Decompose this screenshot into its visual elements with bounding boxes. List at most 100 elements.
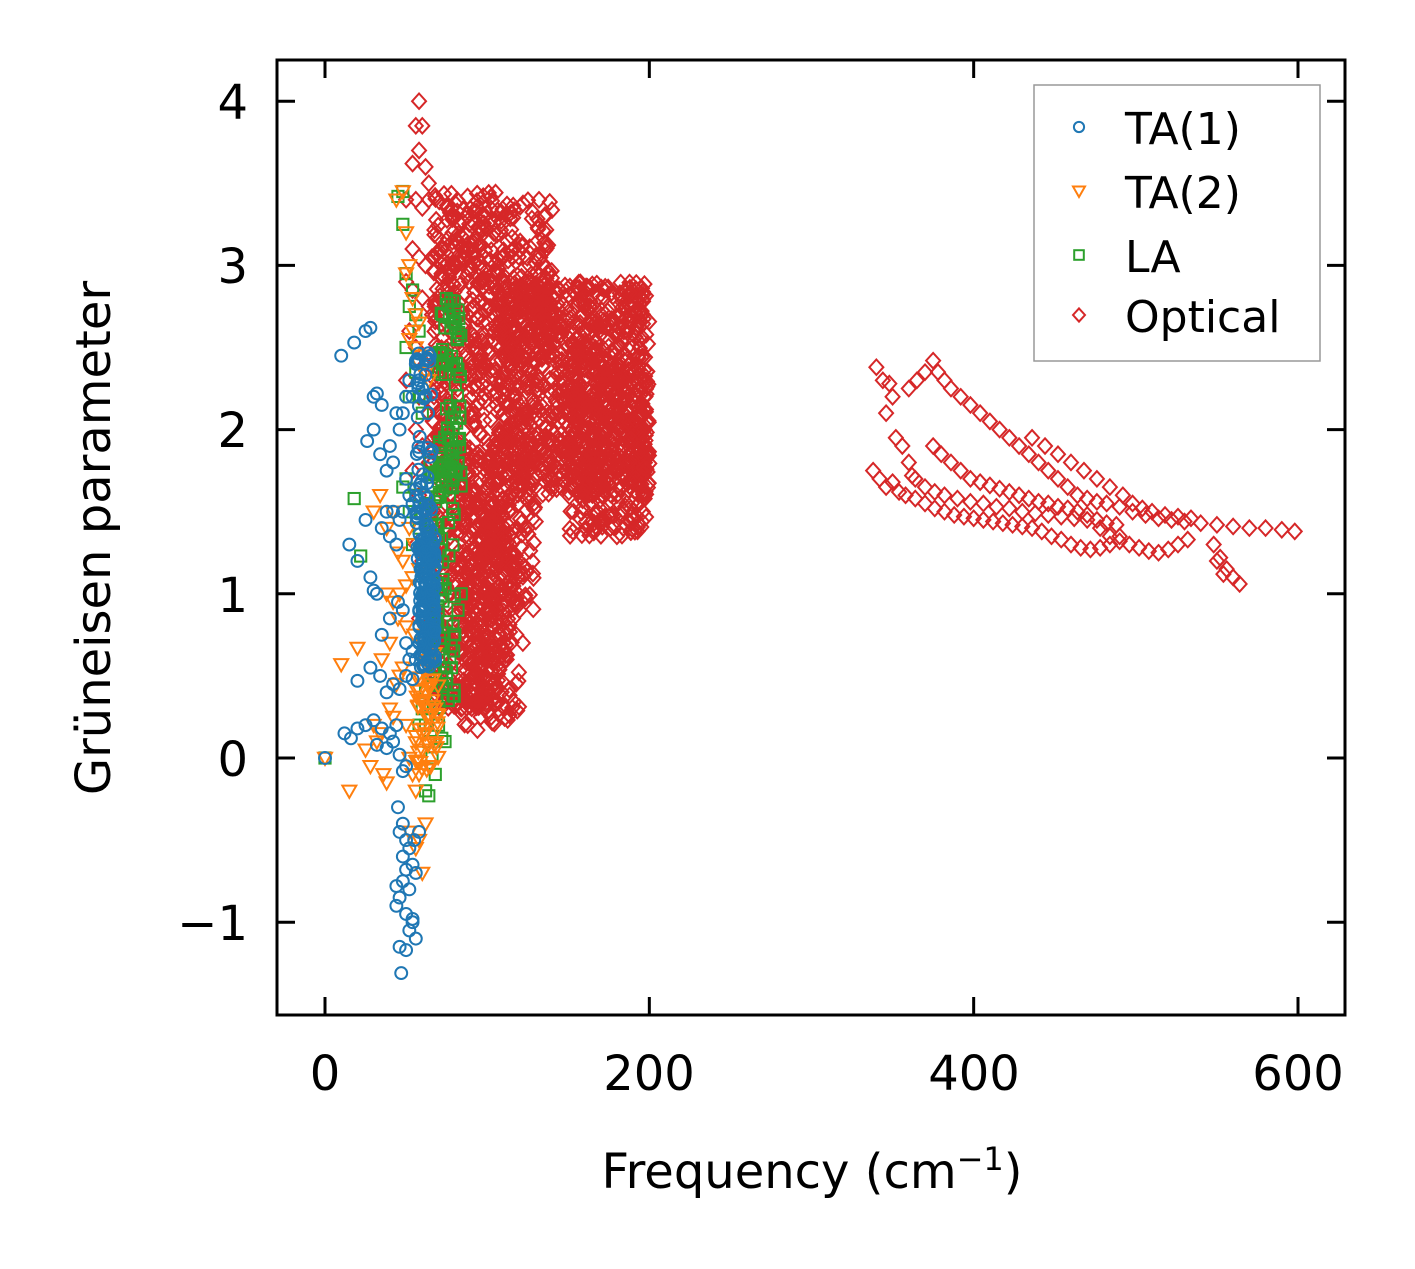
ta1-point-39 — [405, 496, 420, 511]
ta1-point-8 — [360, 434, 375, 449]
ta2-cluster-point — [420, 674, 439, 690]
optical-cluster-point — [512, 481, 529, 500]
optical-cluster-point — [471, 425, 489, 444]
optical-cluster-point — [463, 699, 481, 718]
x-axis-title-superscript: −1 — [957, 1140, 1004, 1178]
optical-point-131 — [1065, 509, 1083, 528]
optical-cluster-point — [539, 235, 557, 255]
optical-cluster-point — [560, 363, 578, 383]
ta1-point-5 — [366, 389, 381, 404]
ta1-point-19 — [405, 389, 420, 404]
optical-cluster-point — [456, 249, 473, 268]
optical-cluster-point — [473, 332, 491, 351]
optical-cluster-point — [486, 254, 504, 274]
ta1-point-9 — [366, 422, 381, 437]
la-cluster-point — [423, 456, 437, 470]
y-tick-label-4: 4 — [217, 75, 248, 131]
optical-cluster-point — [427, 210, 445, 230]
optical-point-136 — [1120, 535, 1138, 554]
optical-cluster-point — [519, 298, 537, 317]
optical-cluster-point — [480, 600, 498, 619]
optical-cluster-point — [635, 458, 653, 478]
optical-point-149 — [981, 476, 999, 495]
optical-point-199 — [1036, 436, 1054, 456]
optical-cluster-point — [466, 447, 483, 467]
optical-cluster-point — [569, 381, 587, 401]
optical-point-18 — [420, 297, 438, 316]
ta1-point-53 — [392, 682, 407, 696]
ta1-point-29 — [369, 586, 384, 601]
optical-cluster-point — [520, 422, 538, 441]
optical-cluster-point — [478, 511, 496, 530]
optical-cluster-point — [449, 379, 467, 399]
optical-point-103 — [1137, 505, 1154, 525]
optical-point-61 — [569, 469, 587, 489]
ta2-cluster-point — [420, 681, 438, 697]
y-tick-label-3: 3 — [217, 239, 248, 295]
optical-point-205 — [1114, 486, 1132, 505]
ta2-cluster-point — [408, 684, 426, 700]
optical-point-80 — [916, 362, 934, 382]
ta1-cluster-point — [427, 634, 442, 649]
optical-point-166 — [884, 472, 901, 492]
optical-point-49 — [498, 650, 515, 669]
optical-cluster-point — [591, 440, 609, 459]
optical-cluster-point — [485, 485, 503, 504]
optical-cluster-point — [524, 600, 542, 619]
optical-cluster-point — [514, 194, 532, 213]
optical-cluster-point — [469, 237, 487, 256]
optical-cluster-point — [582, 460, 599, 479]
optical-cluster-point — [503, 368, 521, 387]
optical-cluster-point — [627, 305, 645, 324]
optical-cluster-point — [451, 510, 469, 530]
optical-cluster-point — [629, 442, 647, 461]
ta2-point-41 — [384, 595, 402, 612]
optical-cluster-point — [495, 266, 512, 285]
la-point-27 — [428, 767, 442, 782]
optical-cluster-point — [498, 645, 516, 665]
optical-cluster-point — [473, 346, 490, 365]
optical-point-89 — [991, 420, 1008, 439]
optical-cluster-point — [506, 581, 524, 600]
optical-cluster-point — [637, 286, 655, 305]
optical-cluster-point — [638, 362, 656, 381]
la-cluster-point — [443, 399, 457, 413]
optical-cluster-point — [477, 378, 495, 397]
ta1-point-90 — [399, 943, 414, 958]
optical-cluster-point — [506, 285, 523, 304]
x-axis-title-main: Frequency (cm — [601, 1144, 956, 1200]
optical-point-111 — [1257, 518, 1274, 538]
ta2-point-52 — [403, 291, 422, 308]
optical-cluster-point — [459, 560, 477, 579]
optical-cluster-point — [511, 232, 529, 251]
ta1-cluster-point — [422, 576, 437, 591]
optical-cluster-point — [506, 398, 523, 417]
optical-cluster-point — [533, 347, 551, 367]
legend-marker-ta1 — [1072, 120, 1086, 134]
optical-point-174 — [955, 507, 973, 526]
optical-point-26 — [407, 420, 425, 439]
optical-cluster-point — [631, 438, 649, 457]
optical-cluster-point — [586, 472, 604, 491]
optical-cluster-point — [602, 355, 620, 374]
optical-cluster-point — [441, 669, 459, 688]
optical-cluster-point — [513, 525, 531, 544]
optical-point-100 — [1098, 494, 1115, 513]
optical-point-176 — [975, 510, 992, 530]
optical-point-191 — [1205, 535, 1223, 554]
ta2-point-50 — [400, 259, 419, 275]
optical-point-179 — [1004, 515, 1021, 535]
optical-cluster-point — [540, 484, 557, 503]
la-cluster-point — [447, 357, 461, 371]
ta2-point-38 — [400, 521, 419, 538]
optical-point-189 — [1101, 535, 1119, 554]
optical-cluster-point — [606, 428, 623, 447]
ta1-cluster-point — [422, 659, 437, 674]
optical-cluster-point — [594, 481, 612, 500]
optical-point-207 — [1133, 499, 1151, 518]
la-cluster-point — [453, 411, 467, 425]
optical-point-104 — [1150, 509, 1167, 528]
optical-cluster-point — [489, 470, 507, 490]
ta2-point-5 — [361, 759, 380, 776]
y-tick-label-1: 1 — [217, 568, 248, 624]
